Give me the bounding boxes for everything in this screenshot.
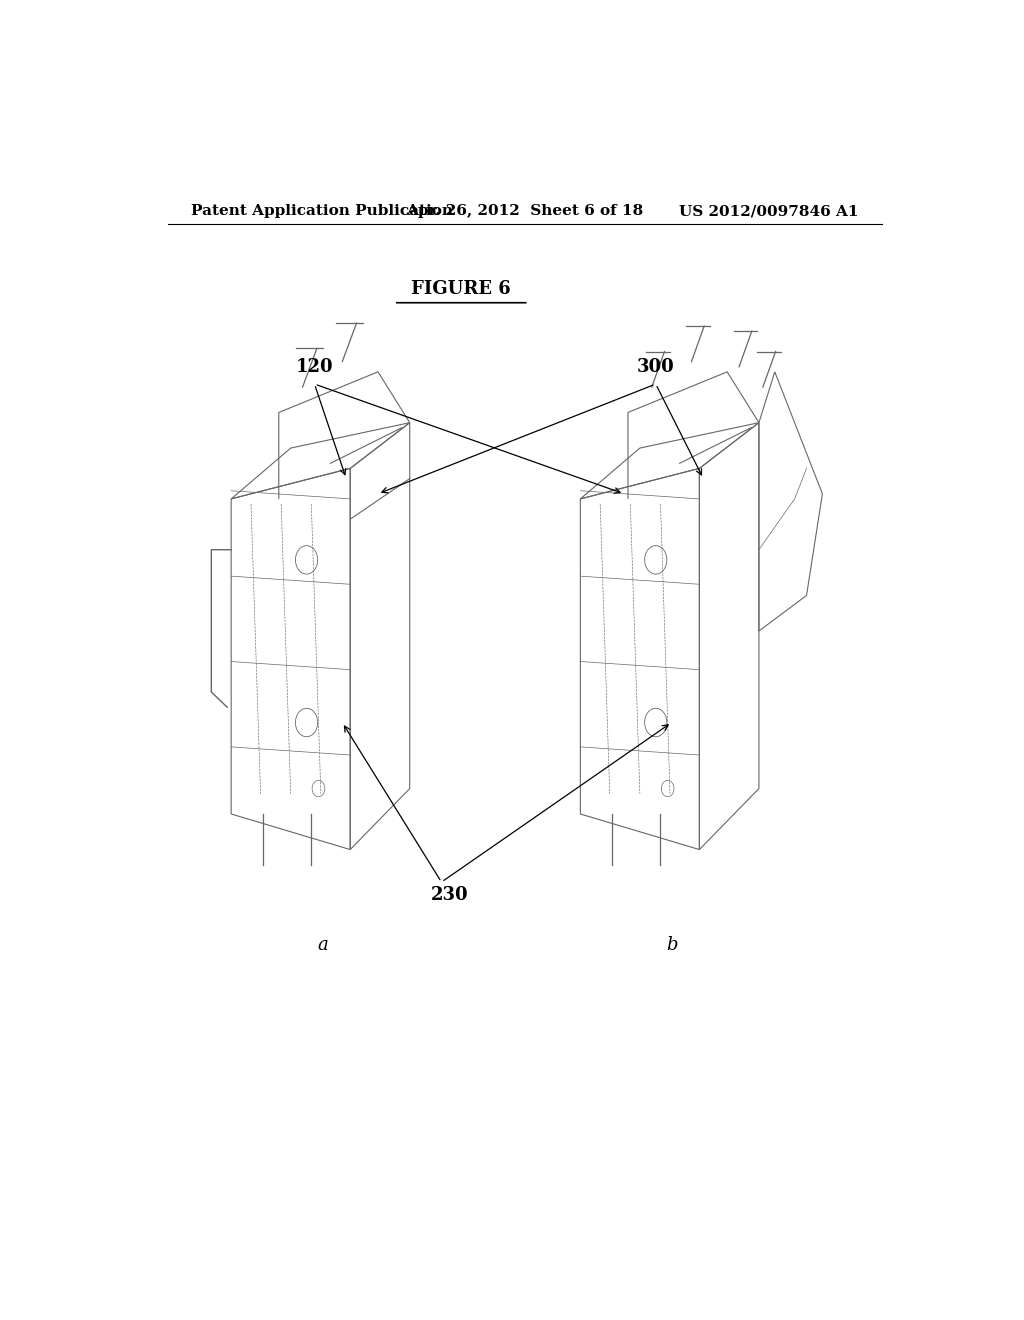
Text: b: b (666, 936, 677, 954)
Text: FIGURE 6: FIGURE 6 (412, 280, 511, 298)
Text: 300: 300 (637, 358, 675, 376)
Text: a: a (317, 936, 328, 954)
Text: Patent Application Publication: Patent Application Publication (191, 205, 454, 218)
Text: Apr. 26, 2012  Sheet 6 of 18: Apr. 26, 2012 Sheet 6 of 18 (407, 205, 643, 218)
Text: 230: 230 (431, 886, 468, 904)
Text: 120: 120 (296, 358, 333, 376)
Text: US 2012/0097846 A1: US 2012/0097846 A1 (679, 205, 858, 218)
